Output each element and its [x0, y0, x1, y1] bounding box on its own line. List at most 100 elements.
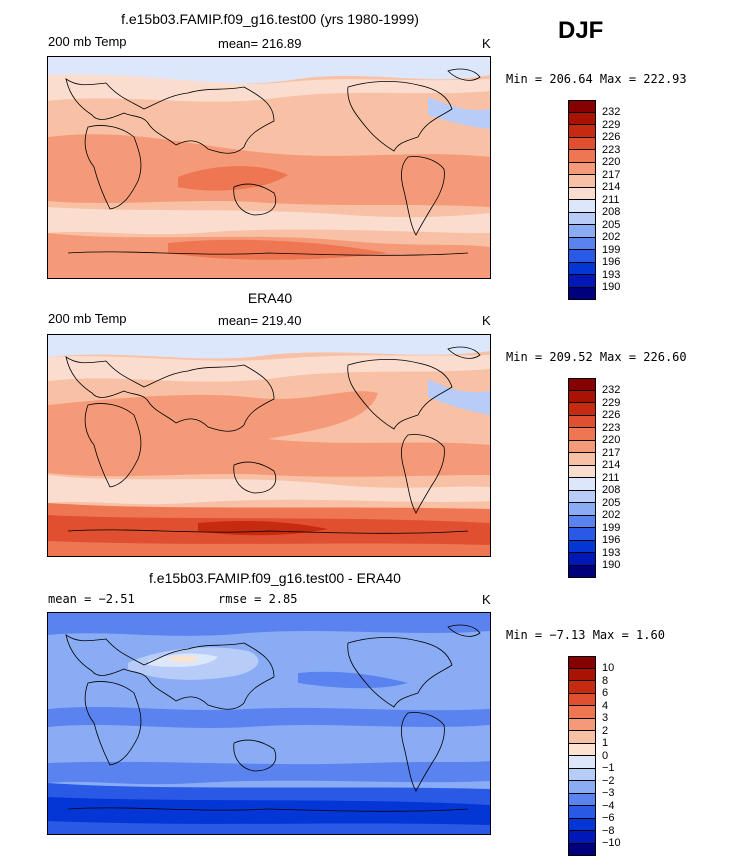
colorbar-level: 211: [602, 472, 620, 485]
colorbar-swatch: [568, 503, 596, 516]
panel-3-colorbar: [568, 656, 596, 856]
panel-1-title: f.e15b03.FAMIP.f09_g16.test00 (yrs 1980-…: [60, 11, 480, 27]
colorbar-level: 2: [602, 725, 621, 738]
colorbar-level: −6: [602, 812, 621, 825]
panel-2-map: [47, 334, 491, 557]
colorbar-level: 199: [602, 522, 620, 535]
colorbar-swatch: [568, 656, 596, 669]
colorbar-swatch: [568, 113, 596, 126]
colorbar-level: 193: [602, 547, 620, 560]
panel-1-units: K: [482, 36, 491, 51]
colorbar-swatch: [568, 731, 596, 744]
panel-3-title: f.e15b03.FAMIP.f09_g16.test00 - ERA40: [110, 570, 440, 586]
colorbar-level: 214: [602, 459, 620, 472]
colorbar-level: 217: [602, 447, 620, 460]
colorbar-level: 190: [602, 281, 620, 294]
colorbar-swatch: [568, 225, 596, 238]
colorbar-swatch: [568, 516, 596, 529]
colorbar-level: −10: [602, 837, 621, 850]
colorbar-swatch: [568, 478, 596, 491]
colorbar-level: 205: [602, 219, 620, 232]
colorbar-swatch: [568, 238, 596, 251]
colorbar-swatch: [568, 163, 596, 176]
colorbar-swatch: [568, 403, 596, 416]
colorbar-level: 208: [602, 206, 620, 219]
colorbar-swatch: [568, 453, 596, 466]
colorbar-level: 223: [602, 144, 620, 157]
panel-3-map: [47, 612, 491, 835]
panel-2-colorbar: [568, 378, 596, 578]
colorbar-swatch: [568, 213, 596, 226]
colorbar-level: 226: [602, 409, 620, 422]
colorbar-swatch: [568, 200, 596, 213]
colorbar-swatch: [568, 819, 596, 832]
colorbar-swatch: [568, 100, 596, 113]
colorbar-swatch: [568, 441, 596, 454]
colorbar-swatch: [568, 275, 596, 288]
colorbar-level: 211: [602, 194, 620, 207]
colorbar-swatch: [568, 553, 596, 566]
colorbar-level: 220: [602, 434, 620, 447]
colorbar-level: 3: [602, 712, 621, 725]
colorbar-level: 220: [602, 156, 620, 169]
colorbar-swatch: [568, 491, 596, 504]
colorbar-level: 232: [602, 106, 620, 119]
colorbar-swatch: [568, 175, 596, 188]
colorbar-level: 190: [602, 559, 620, 572]
colorbar-level: 232: [602, 384, 620, 397]
colorbar-swatch: [568, 781, 596, 794]
colorbar-swatch: [568, 844, 596, 856]
colorbar-swatch: [568, 263, 596, 276]
colorbar-swatch: [568, 125, 596, 138]
colorbar-swatch: [568, 138, 596, 151]
colorbar-level: 193: [602, 269, 620, 282]
colorbar-swatch: [568, 250, 596, 263]
colorbar-level: 229: [602, 119, 620, 132]
colorbar-swatch: [568, 391, 596, 404]
colorbar-swatch: [568, 288, 596, 301]
panel-2-minmax: Min = 209.52 Max = 226.60: [506, 350, 687, 364]
colorbar-swatch: [568, 794, 596, 807]
colorbar-swatch: [568, 416, 596, 429]
panel-2-variable: 200 mb Temp: [48, 311, 127, 326]
colorbar-level: 4: [602, 700, 621, 713]
colorbar-level: −4: [602, 800, 621, 813]
colorbar-swatch: [568, 566, 596, 579]
colorbar-level: 0: [602, 750, 621, 763]
colorbar-level: 196: [602, 534, 620, 547]
panel-2-units: K: [482, 313, 491, 328]
colorbar-level: −2: [602, 775, 621, 788]
colorbar-level: −3: [602, 787, 621, 800]
colorbar-swatch: [568, 428, 596, 441]
panel-1-colorbar: [568, 100, 596, 300]
panel-2-mean: mean= 219.40: [218, 313, 301, 328]
colorbar-level: 226: [602, 131, 620, 144]
panel-3-rmse: rmse = 2.85: [218, 592, 297, 606]
colorbar-level: 208: [602, 484, 620, 497]
colorbar-level: 8: [602, 675, 621, 688]
colorbar-swatch: [568, 694, 596, 707]
colorbar-level: 202: [602, 509, 620, 522]
panel-3-minmax: Min = −7.13 Max = 1.60: [506, 628, 665, 642]
colorbar-swatch: [568, 541, 596, 554]
colorbar-level: 229: [602, 397, 620, 410]
colorbar-level: 1: [602, 737, 621, 750]
colorbar-swatch: [568, 378, 596, 391]
colorbar-swatch: [568, 719, 596, 732]
colorbar-level: 217: [602, 169, 620, 182]
colorbar-swatch: [568, 706, 596, 719]
panel-1-mean: mean= 216.89: [218, 36, 301, 51]
panel-3-units: K: [482, 592, 491, 607]
panel-2-title: ERA40: [215, 290, 325, 306]
colorbar-swatch: [568, 769, 596, 782]
colorbar-level: 196: [602, 256, 620, 269]
colorbar-swatch: [568, 681, 596, 694]
colorbar-swatch: [568, 150, 596, 163]
colorbar-swatch: [568, 756, 596, 769]
colorbar-level: −8: [602, 825, 621, 838]
colorbar-level: 202: [602, 231, 620, 244]
colorbar-swatch: [568, 466, 596, 479]
